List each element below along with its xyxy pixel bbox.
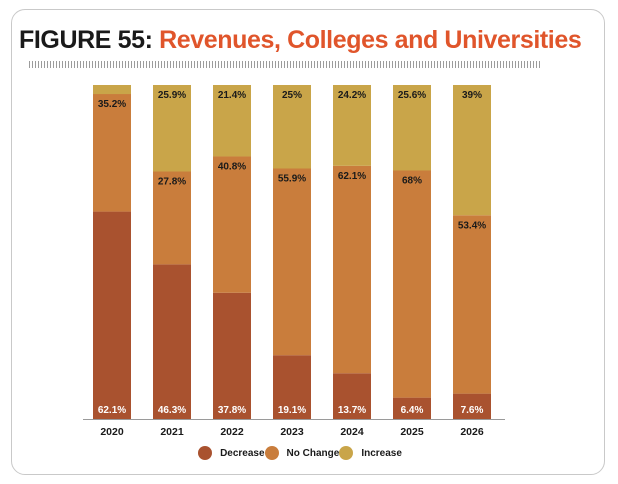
bar-no-change-2024 [333, 165, 371, 374]
legend-item-no-change: No Change [264, 446, 340, 460]
x-tick-label-2020: 2020 [100, 426, 124, 438]
legend-label-decrease: Decrease [220, 447, 265, 459]
data-label-decrease-2021: 46.3% [158, 405, 186, 416]
legend-item-decrease: Decrease [198, 446, 265, 460]
data-label-decrease-2022: 37.8% [218, 405, 246, 416]
data-label-decrease-2020: 62.1% [98, 405, 126, 416]
legend: Decrease No Change Increase [0, 446, 618, 460]
bar-decrease-2024 [333, 373, 371, 419]
legend-swatch-increase [339, 446, 354, 460]
bar-increase-2024 [333, 85, 371, 166]
bar-decrease-2026 [453, 393, 491, 419]
bar-increase-2023 [273, 85, 311, 169]
bar-no-change-2025 [393, 170, 431, 398]
x-tick-label-2021: 2021 [160, 426, 184, 438]
x-tick-label-2026: 2026 [460, 426, 484, 438]
bar-increase-2025 [393, 85, 431, 171]
figure-title: Revenues, Colleges and Universities [159, 26, 582, 54]
data-label-decrease-2026: 7.6% [461, 405, 484, 416]
data-label-increase-2021: 25.9% [158, 90, 186, 101]
figure-label: FIGURE 55: [19, 26, 153, 54]
data-label-no-change-2023: 55.9% [278, 174, 306, 185]
bar-increase-2022 [213, 85, 251, 157]
bar-decrease-2022 [213, 292, 251, 419]
data-label-increase-2024: 24.2% [338, 90, 366, 101]
chart-title: FIGURE 55: Revenues, Colleges and Univer… [19, 26, 582, 55]
bar-increase-2026 [453, 85, 491, 216]
bar-no-change-2026 [453, 215, 491, 394]
data-label-increase-2023: 25% [282, 90, 302, 101]
data-label-increase-2026: 39% [462, 90, 482, 101]
data-label-no-change-2026: 53.4% [458, 220, 486, 231]
bar-no-change-2020 [93, 94, 131, 212]
data-label-no-change-2025: 68% [402, 176, 422, 187]
bar-no-change-2022 [213, 156, 251, 293]
bar-decrease-2021 [153, 264, 191, 419]
bar-decrease-2020 [93, 211, 131, 419]
bar-increase-2020 [93, 85, 131, 95]
bar-decrease-2023 [273, 355, 311, 419]
legend-item-increase: Increase [339, 446, 402, 460]
legend-swatch-no-change [264, 446, 279, 460]
bar-increase-2021 [153, 85, 191, 172]
data-label-increase-2025: 25.6% [398, 90, 426, 101]
legend-swatch-decrease [198, 446, 213, 460]
x-tick-label-2025: 2025 [400, 426, 424, 438]
x-tick-label-2024: 2024 [340, 426, 364, 438]
data-label-decrease-2023: 19.1% [278, 405, 306, 416]
data-label-decrease-2025: 6.4% [401, 405, 424, 416]
data-label-decrease-2024: 13.7% [338, 405, 366, 416]
data-label-increase-2022: 21.4% [218, 90, 246, 101]
legend-label-increase: Increase [361, 447, 402, 459]
bar-decrease-2025 [393, 397, 431, 419]
data-label-no-change-2024: 62.1% [338, 171, 366, 182]
x-tick-label-2022: 2022 [220, 426, 244, 438]
title-divider [29, 61, 540, 68]
x-tick-label-2023: 2023 [280, 426, 304, 438]
bar-no-change-2021 [153, 171, 191, 265]
data-label-no-change-2022: 40.8% [218, 161, 246, 172]
legend-label-no-change: No Change [286, 447, 340, 459]
bar-no-change-2023 [273, 168, 311, 356]
data-label-no-change-2021: 27.8% [158, 177, 186, 188]
data-label-no-change-2020: 35.2% [98, 99, 126, 110]
